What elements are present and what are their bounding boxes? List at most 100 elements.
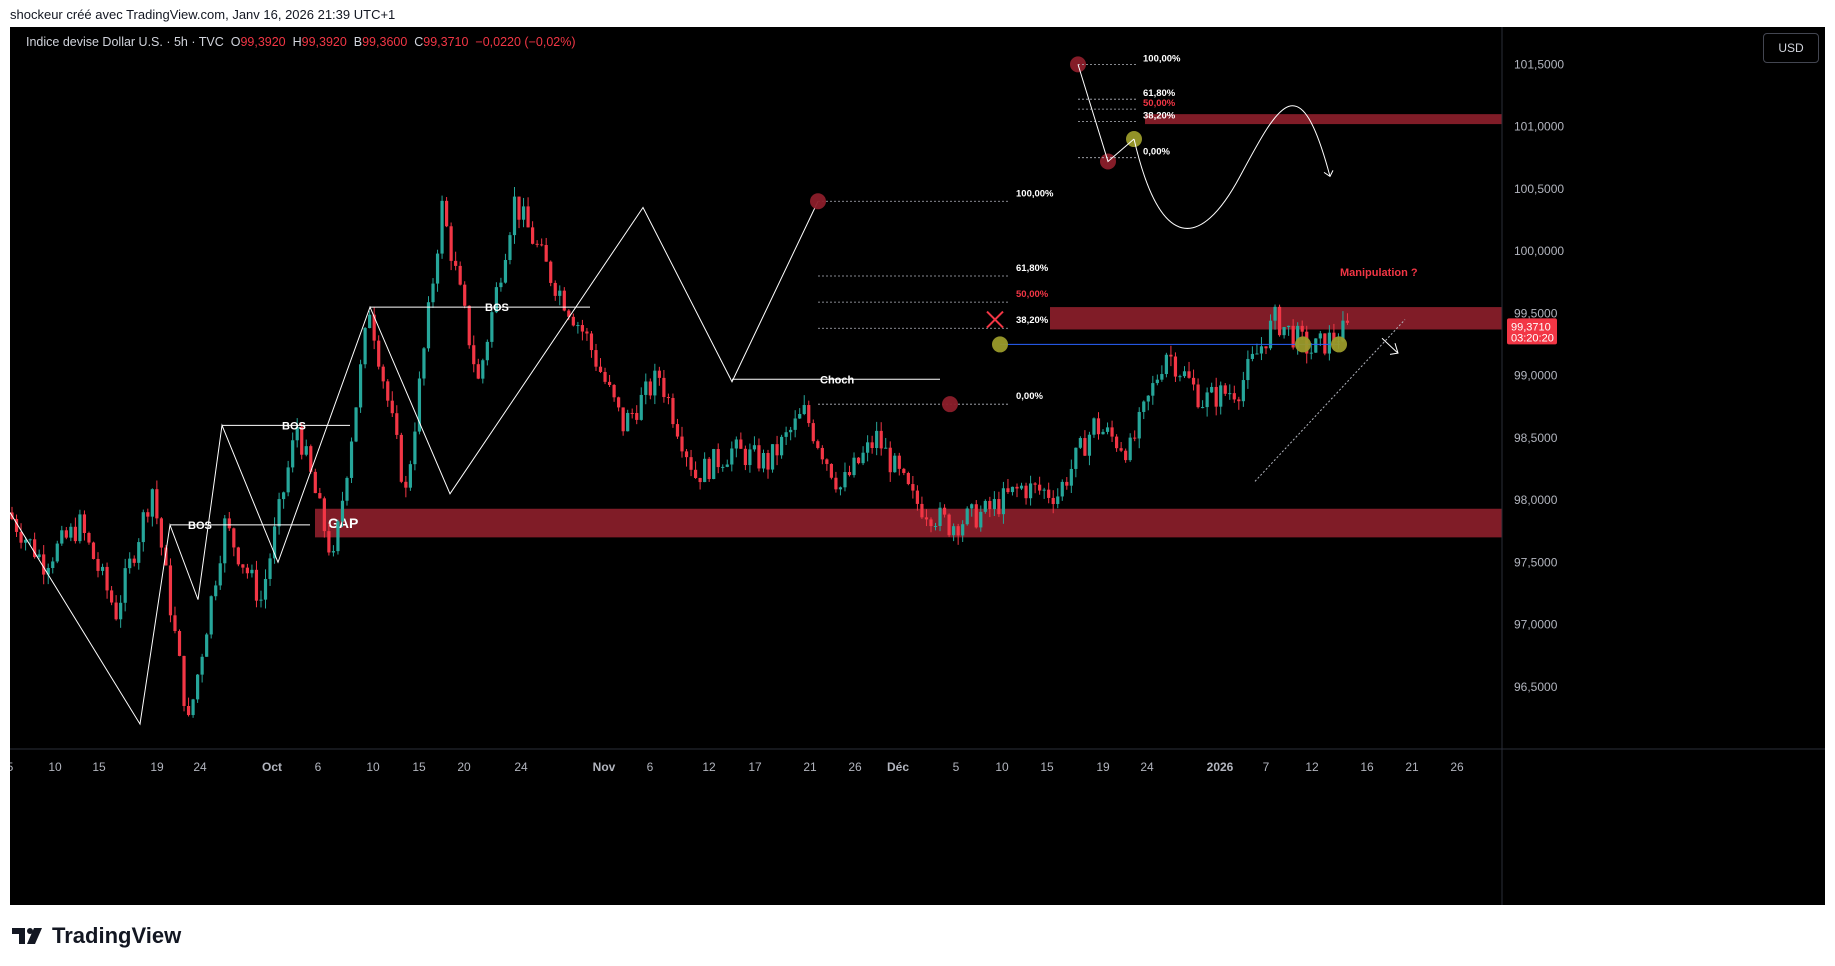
candle-body: [241, 564, 245, 568]
candle-body: [956, 526, 960, 536]
candle-body: [69, 526, 73, 538]
candle-body: [1187, 371, 1191, 378]
candle-body: [331, 551, 336, 553]
price-tick-label: 100,0000: [1514, 244, 1564, 258]
candle-body: [1237, 399, 1241, 402]
candle-body: [1268, 320, 1273, 349]
time-tick-label: 12: [702, 760, 716, 774]
candle-body: [259, 599, 263, 601]
candle-body: [725, 464, 729, 467]
currency-button[interactable]: USD: [1763, 33, 1819, 63]
drawings-layer: BOSBOSBOSChoch100,00%61,80%50,00%38,20%0…: [10, 53, 1418, 726]
candle-body: [205, 634, 209, 657]
candle-body: [915, 490, 920, 504]
time-tick-label: 10: [366, 760, 380, 774]
candle-body: [404, 481, 408, 488]
tradingview-logo[interactable]: TradingView: [12, 922, 181, 950]
candle-body: [449, 226, 453, 261]
tradingview-logo-icon: [12, 928, 42, 944]
candle-body: [313, 471, 317, 494]
candle-body: [82, 514, 87, 534]
time-tick-label: 2026: [1207, 760, 1234, 774]
candle-body: [232, 528, 236, 548]
time-tick-label: 24: [1140, 760, 1154, 774]
time-tick-label: 21: [803, 760, 817, 774]
candle-body: [571, 316, 575, 326]
time-tick-label: 5: [10, 760, 14, 774]
candle-body: [635, 412, 639, 420]
price-tick-label: 101,0000: [1514, 120, 1564, 134]
candle-body: [268, 558, 272, 579]
fib-level-label: 0,00%: [1016, 391, 1043, 402]
candle-body: [295, 426, 299, 441]
chart-panel[interactable]: GAP BOS BOS BOS Choch 100,00% 61,80% 50,00% 38,…: [10, 27, 1825, 905]
candle-body: [512, 196, 517, 236]
candle-body: [494, 287, 498, 313]
candle-body: [413, 431, 417, 465]
candle-body: [906, 472, 910, 485]
candle-body: [1214, 386, 1218, 407]
candle-body: [214, 585, 218, 597]
candle-body: [227, 518, 231, 529]
candle-body: [1173, 356, 1178, 377]
candle-body: [1069, 468, 1073, 486]
candle-body: [28, 539, 32, 541]
fib-level-label: 50,00%: [1016, 289, 1049, 300]
candle-body: [472, 345, 476, 365]
candle-body: [657, 370, 661, 378]
candle-body: [589, 333, 594, 351]
price-chart[interactable]: GAP BOSBOSBOSChoch100,00%61,80%50,00%38,…: [10, 27, 1825, 905]
time-tick-label: 19: [150, 760, 164, 774]
candle-body: [866, 442, 870, 453]
candle-body: [974, 504, 978, 528]
candle-body: [1264, 346, 1268, 349]
candle-body: [78, 514, 82, 542]
price-tick-label: 97,0000: [1514, 618, 1558, 632]
manipulation-label: Manipulation ?: [1340, 267, 1418, 279]
high-key: H: [292, 35, 302, 49]
candle-body: [1083, 438, 1087, 456]
high-value: 99,3920: [301, 35, 347, 49]
candle-body: [223, 518, 227, 564]
candles-layer: [10, 187, 1350, 718]
candle-body: [1345, 320, 1350, 323]
candle-body: [820, 447, 824, 460]
candle-body: [911, 484, 915, 491]
candle-body: [291, 440, 295, 468]
candle-body: [173, 615, 177, 632]
candle-body: [1228, 393, 1232, 395]
candle-body: [942, 507, 947, 515]
symbol-legend[interactable]: Indice devise Dollar U.S. · 5h · TVC O99…: [26, 35, 576, 49]
candle-body: [979, 511, 983, 528]
candle-body: [580, 325, 585, 332]
candle-body: [1047, 489, 1051, 498]
gap-label: GAP: [328, 515, 358, 531]
candle-body: [893, 455, 897, 473]
candle-body: [209, 596, 213, 635]
candle-body: [1255, 353, 1259, 355]
candle-body: [485, 341, 489, 361]
candle-body: [739, 439, 743, 449]
candle-body: [1201, 407, 1205, 409]
candle-body: [1259, 346, 1264, 354]
candle-body: [748, 449, 752, 466]
candle-body: [159, 518, 163, 548]
candle-body: [988, 500, 992, 510]
candle-body: [770, 444, 775, 470]
candle-body: [1155, 379, 1159, 384]
symbol-name: Indice devise Dollar U.S. · 5h · TVC: [26, 35, 224, 49]
candle-body: [1128, 437, 1132, 461]
candle-body: [87, 533, 91, 543]
candle-body: [354, 407, 358, 442]
candle-body: [64, 530, 68, 538]
candle-body: [1291, 325, 1295, 348]
candle-body: [105, 566, 109, 591]
time-axis[interactable]: 5 10 15 19 24 Oct 6 10 15 20 24 Nov 6 12 17 21 26 Déc 5 10 1…: [10, 748, 1825, 774]
candle-body: [444, 200, 449, 227]
candle-body: [1296, 325, 1300, 348]
candle-body: [1178, 376, 1182, 378]
close-value: 99,3710: [423, 35, 469, 49]
candle-body: [1182, 371, 1187, 377]
candle-body: [349, 441, 354, 478]
price-axis[interactable]: 101,5000101,0000100,5000100,000099,50009…: [1501, 27, 1564, 905]
